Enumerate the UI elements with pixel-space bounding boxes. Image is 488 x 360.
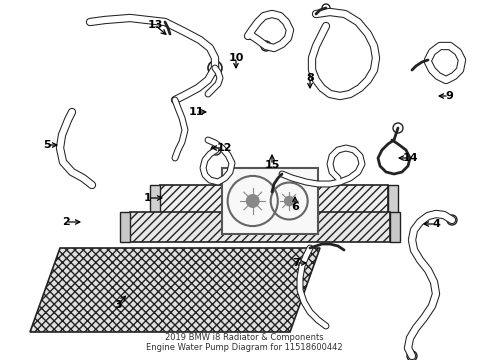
Bar bbox=[387, 185, 397, 215]
Text: 10: 10 bbox=[228, 53, 243, 63]
Text: 11: 11 bbox=[188, 107, 203, 117]
Bar bbox=[160, 185, 387, 215]
Text: 2: 2 bbox=[62, 217, 70, 227]
Text: 8: 8 bbox=[305, 73, 313, 83]
Bar bbox=[130, 212, 389, 242]
Text: 15: 15 bbox=[264, 160, 279, 170]
Text: 4: 4 bbox=[431, 219, 439, 229]
Text: 9: 9 bbox=[444, 91, 452, 101]
Text: 6: 6 bbox=[290, 202, 298, 212]
Text: 13: 13 bbox=[147, 20, 163, 30]
Text: 7: 7 bbox=[291, 258, 299, 268]
Text: 2019 BMW i8 Radiator & Components
Engine Water Pump Diagram for 11518600442: 2019 BMW i8 Radiator & Components Engine… bbox=[146, 333, 342, 352]
Text: 1: 1 bbox=[144, 193, 152, 203]
Text: 12: 12 bbox=[216, 143, 231, 153]
Bar bbox=[120, 212, 130, 242]
Text: 3: 3 bbox=[114, 300, 122, 310]
Bar bbox=[389, 212, 399, 242]
Text: 14: 14 bbox=[403, 153, 418, 163]
Polygon shape bbox=[30, 248, 319, 332]
Circle shape bbox=[284, 197, 293, 206]
Circle shape bbox=[246, 195, 259, 207]
Text: 5: 5 bbox=[43, 140, 51, 150]
Bar bbox=[150, 185, 160, 215]
Bar bbox=[222, 168, 317, 234]
